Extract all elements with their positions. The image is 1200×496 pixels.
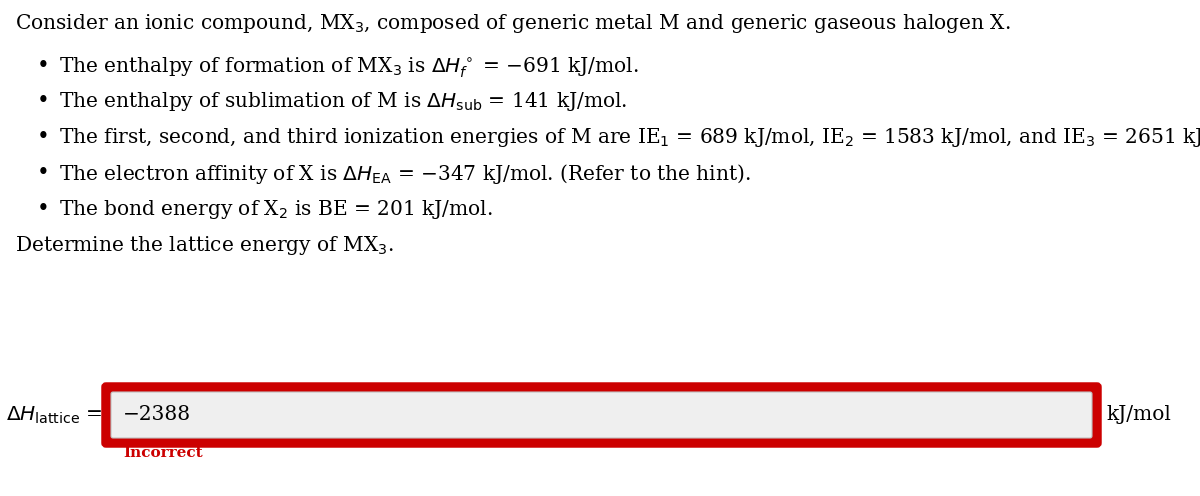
- Text: Determine the lattice energy of MX$_3$.: Determine the lattice energy of MX$_3$.: [14, 234, 394, 257]
- FancyBboxPatch shape: [103, 384, 1100, 446]
- Text: The enthalpy of formation of MX$_3$ is $\Delta H_f^\circ$ = −691 kJ/mol.: The enthalpy of formation of MX$_3$ is $…: [59, 55, 638, 79]
- Text: Consider an ionic compound, MX$_3$, composed of generic metal M and generic gase: Consider an ionic compound, MX$_3$, comp…: [14, 12, 1010, 35]
- Text: The first, second, and third ionization energies of M are IE$_1$ = 689 kJ/mol, I: The first, second, and third ionization …: [59, 126, 1200, 149]
- Text: •: •: [37, 90, 49, 112]
- Text: The bond energy of X$_2$ is BE = 201 kJ/mol.: The bond energy of X$_2$ is BE = 201 kJ/…: [59, 198, 493, 221]
- Text: •: •: [37, 162, 49, 184]
- Text: •: •: [37, 55, 49, 77]
- FancyBboxPatch shape: [112, 392, 1092, 438]
- Text: $\Delta H_{\mathrm{lattice}}$ =: $\Delta H_{\mathrm{lattice}}$ =: [6, 404, 103, 426]
- Text: •: •: [37, 126, 49, 148]
- Text: kJ/mol: kJ/mol: [1106, 406, 1171, 425]
- Text: The electron affinity of X is $\Delta H_{\mathrm{EA}}$ = −347 kJ/mol. (Refer to : The electron affinity of X is $\Delta H_…: [59, 162, 751, 186]
- Text: •: •: [37, 198, 49, 220]
- Text: −2388: −2388: [124, 406, 191, 425]
- Text: The enthalpy of sublimation of M is $\Delta H_{\mathrm{sub}}$ = 141 kJ/mol.: The enthalpy of sublimation of M is $\De…: [59, 90, 628, 113]
- Text: Incorrect: Incorrect: [124, 446, 203, 460]
